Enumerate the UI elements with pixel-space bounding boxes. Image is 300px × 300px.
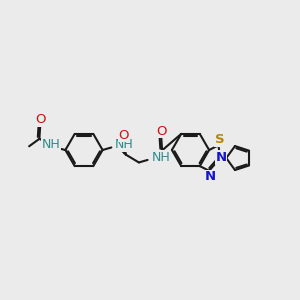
Text: O: O [156, 124, 166, 137]
Text: S: S [215, 133, 225, 146]
Text: O: O [35, 113, 46, 126]
Text: NH: NH [115, 138, 134, 151]
Text: O: O [119, 129, 129, 142]
Text: NH: NH [42, 138, 61, 151]
Text: N: N [205, 170, 216, 183]
Text: NH: NH [152, 151, 170, 164]
Text: N: N [215, 151, 226, 164]
